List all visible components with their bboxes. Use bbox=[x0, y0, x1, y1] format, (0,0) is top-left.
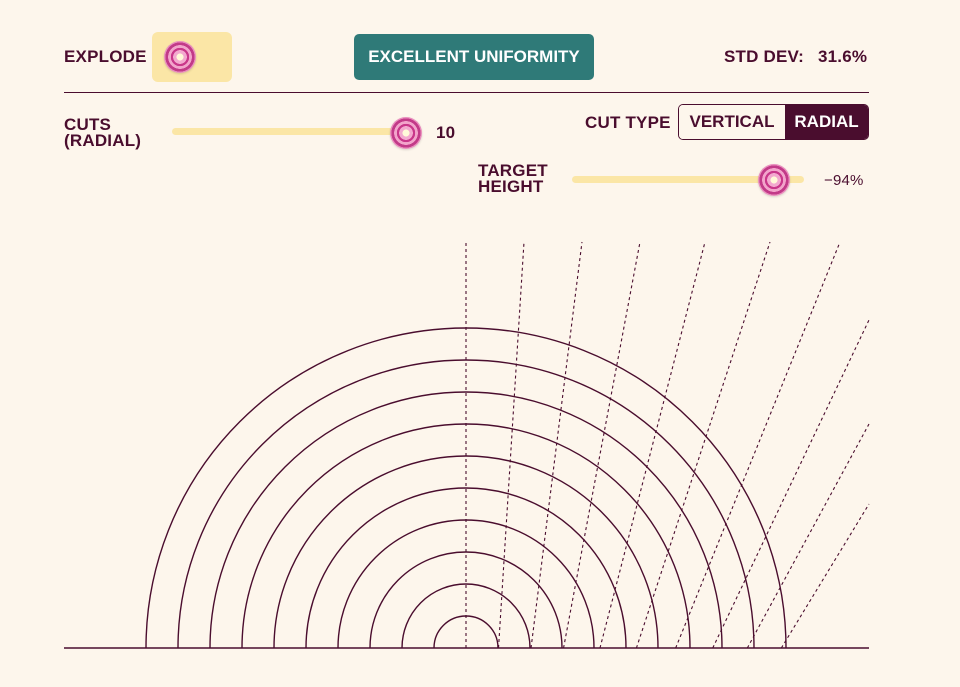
explode-label: EXPLODE bbox=[64, 47, 147, 66]
onion-layer-arc bbox=[305, 487, 627, 649]
target-height-slider-track[interactable] bbox=[572, 176, 804, 183]
cut-line bbox=[563, 241, 641, 649]
cuts-value: 10 bbox=[436, 123, 456, 142]
cut-type-radial-option[interactable]: RADIAL bbox=[785, 105, 868, 139]
onion-knob-icon[interactable] bbox=[164, 41, 196, 73]
std-dev-label: STD DEV: bbox=[724, 47, 805, 66]
std-dev-value: 31.6% bbox=[818, 47, 868, 66]
divider bbox=[64, 92, 869, 93]
onion-layer-arc bbox=[433, 615, 499, 649]
explode-toggle[interactable] bbox=[152, 32, 232, 82]
onion-layer-arc bbox=[369, 551, 563, 649]
cut-line bbox=[497, 241, 525, 649]
onion-layer-arc bbox=[273, 455, 659, 649]
cut-line bbox=[746, 423, 870, 649]
target-height-label: TARGET HEIGHT bbox=[478, 161, 548, 196]
cut-line bbox=[599, 241, 706, 649]
cut-type-label: CUT TYPE bbox=[585, 113, 671, 132]
target-height-slider-handle-icon[interactable] bbox=[758, 164, 790, 196]
cuts-slider-handle-icon[interactable] bbox=[390, 117, 422, 149]
target-label-line1: TARGET bbox=[478, 161, 548, 180]
status-badge: EXCELLENT UNIFORMITY bbox=[354, 34, 594, 80]
cut-line bbox=[675, 241, 841, 649]
cut-type-vertical-option[interactable]: VERTICAL bbox=[679, 105, 785, 139]
target-height-value: −94% bbox=[824, 172, 864, 189]
cuts-label: CUTS (RADIAL) bbox=[64, 115, 142, 150]
cut-line bbox=[712, 319, 870, 649]
cuts-label-line2: (RADIAL) bbox=[64, 131, 142, 150]
cuts-label-line1: CUTS bbox=[64, 115, 112, 134]
target-label-line2: HEIGHT bbox=[478, 177, 544, 196]
onion-layer-arc bbox=[209, 391, 723, 649]
onion-layer-arc bbox=[401, 583, 531, 649]
cut-line bbox=[635, 241, 771, 649]
cut-type-segmented-control: VERTICAL RADIAL bbox=[678, 104, 869, 140]
cuts-slider-track[interactable] bbox=[172, 128, 422, 135]
cut-line bbox=[530, 241, 583, 649]
cut-line bbox=[780, 503, 870, 649]
